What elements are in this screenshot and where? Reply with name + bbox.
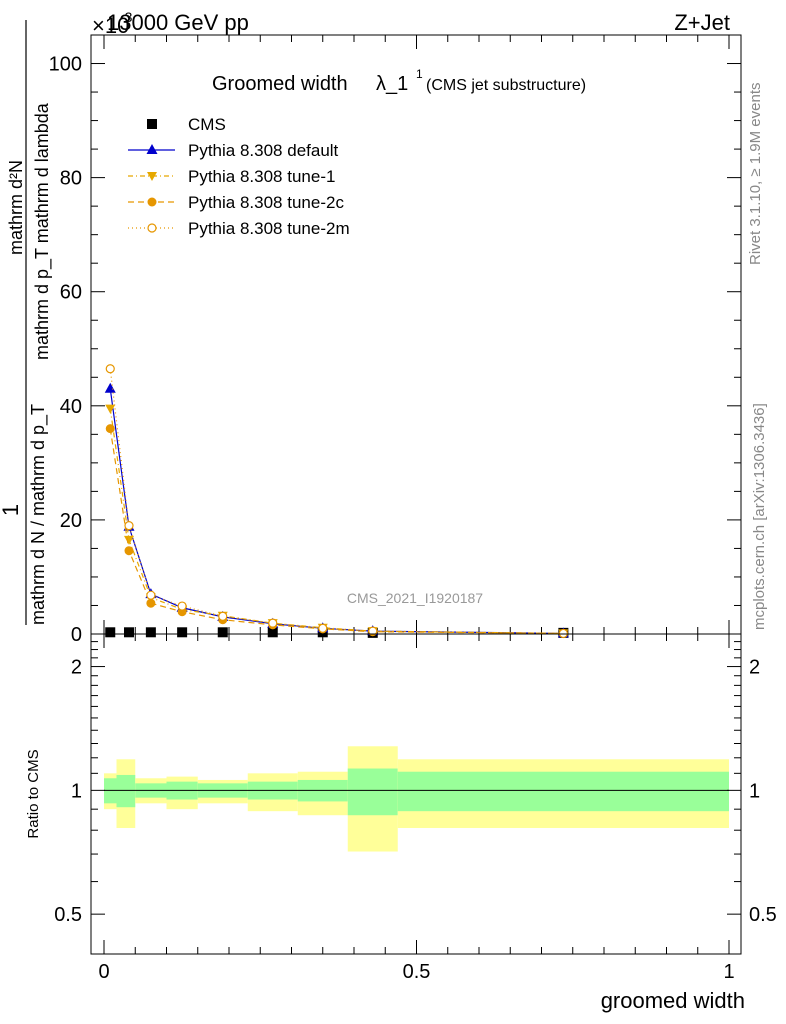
legend-label: CMS [188,115,226,134]
legend-marker [146,144,158,154]
title-sup: 1 [416,67,423,81]
legend-marker [147,197,157,207]
series-line-4 [109,368,564,635]
data-point-4 [105,364,115,374]
exponent-power: -3 [120,9,133,25]
x-tick-label: 0.5 [403,961,431,983]
chart-title: Groomed width λ_1 1 (CMS jet substructur… [212,67,586,95]
data-point-0 [267,627,278,638]
series-line-1 [109,388,564,635]
y-tick-label: 0 [71,624,82,646]
x-axis-label: groomed width [601,988,745,1013]
ratio-y-tick-label-right: 0.5 [749,904,777,926]
legend-marker [147,172,157,181]
ratio-ylabel: Ratio to CMS [25,749,42,838]
y-tick-label: 40 [60,396,82,418]
y-tick-label: 80 [60,168,82,190]
ratio-inner-band [116,774,136,808]
ylabel-den: mathrm d p_T mathrm d lambda [32,102,53,360]
energy-label: 13000 GeV pp [107,10,249,35]
ratio-inner-band [347,768,398,816]
data-point-0 [217,627,228,638]
series-line-3 [109,428,564,635]
legend: CMS Pythia 8.308 default Pythia 8.308 tune… [128,115,350,238]
data-point-0 [105,627,116,638]
data-point-0 [177,627,188,638]
x-tick-label: 0 [98,961,109,983]
data-point-4 [124,521,134,531]
process-label: Z+Jet [674,10,730,35]
data-point-0 [124,627,134,638]
watermark: CMS_2021_I1920187 [347,590,483,606]
data-point-2 [105,404,116,414]
legend-label: Pythia 8.308 default [188,141,339,160]
ratio-y-tick-label: 2 [71,657,82,679]
legend-marker [147,223,157,233]
data-point-4 [318,623,328,633]
title-symbol: λ_1 [376,73,408,95]
ylabel-left-num: 1 [0,504,23,516]
title-text: Groomed width [212,73,348,95]
ylabel-num: mathrm d²N [6,160,26,255]
main-ylabel: 1 mathrm d N / mathrm d p_T mathrm d²N m… [0,20,53,625]
series-layer [104,364,569,639]
data-point-4 [177,601,187,611]
data-point-4 [268,618,278,628]
ratio-y-tick-label-right: 1 [749,780,760,802]
ratio-bands [104,746,729,852]
y-tick-label: 100 [49,54,82,76]
ratio-y-tick-label: 0.5 [54,904,82,926]
title-subtitle: (CMS jet substructure) [426,77,586,94]
mcplots-label: mcplots.cern.ch [arXiv:1306.3436] [751,403,768,630]
data-point-3 [105,424,115,434]
data-point-3 [124,546,134,556]
data-point-4 [146,590,156,600]
data-point-4 [558,628,568,639]
series-line-2 [109,408,564,635]
y-tick-label: 20 [60,510,82,532]
y-tick-label: 60 [60,282,82,304]
ratio-y-tick-label-right: 2 [749,657,760,679]
legend-label: Pythia 8.308 tune-2m [188,219,350,238]
data-point-3 [146,598,156,608]
data-point-2 [124,535,134,545]
ratio-inner-band [397,771,729,812]
exponent-label: ×10 [92,13,129,38]
data-point-1 [104,382,116,393]
x-tick-label: 1 [723,961,734,983]
ratio-y-tick-label: 1 [71,780,82,802]
rivet-label: Rivet 3.1.10, ≥ 1.9M events [747,83,764,266]
data-point-0 [145,627,156,638]
legend-label: Pythia 8.308 tune-1 [188,167,335,186]
legend-label: Pythia 8.308 tune-2c [188,193,344,212]
data-point-4 [218,611,228,621]
data-point-4 [368,626,378,636]
legend-marker [147,119,157,129]
ylabel-left-den: mathrm d N / mathrm d p_T [28,404,49,625]
